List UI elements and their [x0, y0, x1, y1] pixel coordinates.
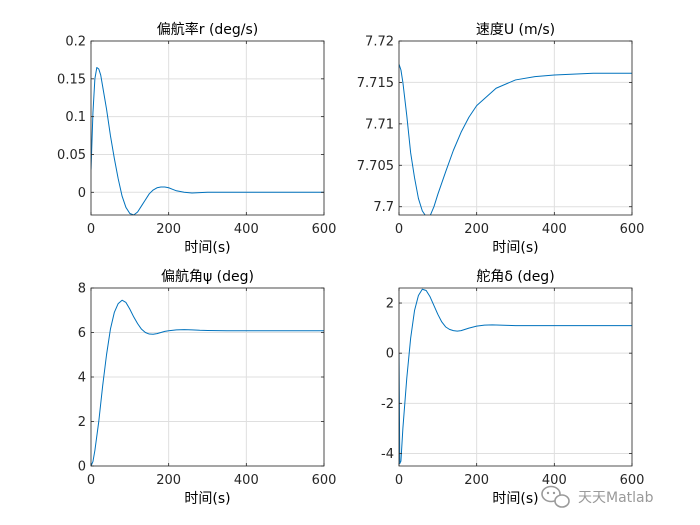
y-tick-label: 0.05	[57, 148, 86, 163]
y-tick-label: 7.715	[357, 76, 394, 91]
x-tick-label: 600	[312, 473, 337, 488]
x-tick-label: 600	[620, 473, 645, 488]
wechat-icon	[541, 485, 570, 508]
x-tick-label: 0	[395, 473, 403, 488]
axes-box	[90, 40, 325, 216]
y-tick-label: 7.705	[357, 159, 394, 174]
x-tick-label: 600	[620, 222, 645, 237]
y-tick-label: 0.2	[65, 35, 86, 50]
y-tick-label: -2	[381, 397, 394, 412]
y-tick-label: -4	[381, 447, 394, 462]
x-tick-label: 400	[542, 473, 567, 488]
series-line	[399, 288, 632, 464]
subplot-title: 速度U (m/s)	[476, 22, 555, 38]
x-tick-label: 200	[464, 473, 489, 488]
y-tick-label: 6	[78, 326, 86, 341]
x-tick-label: 400	[542, 222, 567, 237]
y-tick-label: 7.72	[365, 35, 394, 50]
plot-area	[399, 41, 632, 215]
x-tick-label: 600	[312, 222, 337, 237]
subplot-rudder-angle: 0 200 400 600 -4 -2 0 2 舵角δ (deg) 时间(s)	[381, 269, 644, 507]
x-axis-label: 时间(s)	[184, 240, 230, 256]
watermark: 天天Matlab	[541, 485, 654, 508]
x-tick-label: 0	[87, 473, 95, 488]
y-tick-label: 0	[78, 460, 86, 475]
y-tick-label: 7.71	[365, 117, 394, 132]
subplot-yaw-angle: 0 200 400 600 0 2 4 6 8 偏航角ψ (deg) 时间(s)	[78, 269, 337, 507]
axes-box	[398, 40, 633, 216]
x-tick-label: 0	[395, 222, 403, 237]
series-line	[91, 66, 324, 215]
y-tick-label: 0.1	[65, 110, 86, 125]
subplot-title: 舵角δ (deg)	[476, 269, 554, 285]
plot-area	[91, 41, 324, 215]
y-tick-label: 2	[386, 297, 394, 312]
y-tick-label: 2	[78, 415, 86, 430]
y-tick-label: 8	[78, 282, 86, 297]
x-tick-label: 400	[234, 222, 259, 237]
x-tick-label: 200	[464, 222, 489, 237]
x-axis-label: 时间(s)	[492, 491, 538, 507]
y-tick-label: 0.15	[57, 72, 86, 87]
axes-box	[398, 287, 633, 467]
plot-area	[399, 288, 632, 466]
series-line	[399, 64, 632, 215]
watermark-text: 天天Matlab	[578, 490, 654, 506]
x-tick-label: 0	[87, 222, 95, 237]
x-axis-label: 时间(s)	[492, 240, 538, 256]
subplot-speed: 0 200 400 600 7.7 7.705 7.71 7.715 7.72 速度U (m/s)…	[357, 22, 645, 256]
series-line	[91, 299, 324, 466]
x-tick-label: 200	[156, 473, 181, 488]
y-tick-label: 7.7	[373, 200, 394, 215]
y-tick-label: 0	[386, 347, 394, 362]
x-tick-label: 400	[234, 473, 259, 488]
x-tick-label: 200	[156, 222, 181, 237]
subplot-title: 偏航角ψ (deg)	[161, 269, 254, 285]
y-tick-label: 4	[78, 371, 86, 386]
subplot-yaw-rate: 0 200 400 600 0 0.05 0.1 0.15 0.2 偏航率r (deg/s) 时间(…	[57, 21, 336, 256]
y-tick-label: 0	[78, 186, 86, 201]
x-axis-label: 时间(s)	[184, 491, 230, 507]
subplot-title: 偏航率r (deg/s)	[157, 21, 259, 38]
